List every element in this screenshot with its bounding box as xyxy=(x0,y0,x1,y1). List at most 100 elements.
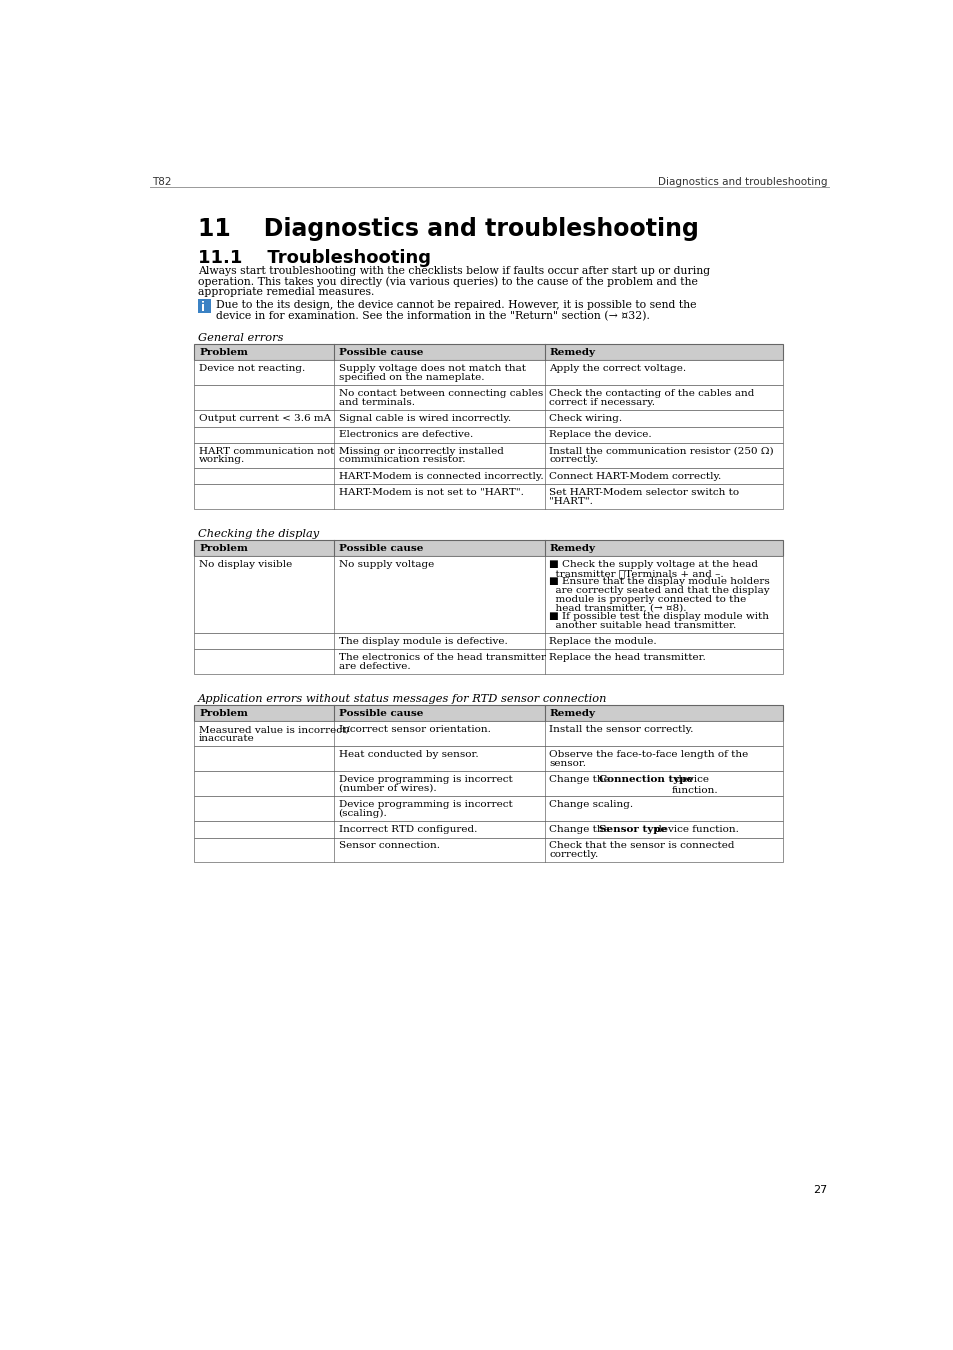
Bar xyxy=(194,344,782,360)
Text: Remedy: Remedy xyxy=(549,348,595,356)
Text: Replace the head transmitter.: Replace the head transmitter. xyxy=(549,653,705,663)
Text: are defective.: are defective. xyxy=(338,662,410,671)
Text: HART communication not: HART communication not xyxy=(199,447,335,456)
Text: ■ Check the supply voltage at the head: ■ Check the supply voltage at the head xyxy=(549,560,758,570)
Text: head transmitter, (→ ¤8).: head transmitter, (→ ¤8). xyxy=(549,603,686,613)
Text: Sensor type: Sensor type xyxy=(598,825,666,834)
Text: 11    Diagnostics and troubleshooting: 11 Diagnostics and troubleshooting xyxy=(198,217,699,242)
Text: Observe the face-to-face length of the: Observe the face-to-face length of the xyxy=(549,751,748,759)
Text: Remedy: Remedy xyxy=(549,544,595,554)
Text: sensor.: sensor. xyxy=(549,759,586,768)
Bar xyxy=(194,360,782,385)
Bar xyxy=(194,705,782,721)
Text: Measured value is incorrect/: Measured value is incorrect/ xyxy=(199,725,350,734)
Text: Check wiring.: Check wiring. xyxy=(549,414,622,423)
Text: Replace the device.: Replace the device. xyxy=(549,431,651,440)
Text: Problem: Problem xyxy=(199,709,248,718)
Text: Install the communication resistor (250 Ω): Install the communication resistor (250 … xyxy=(549,447,773,456)
Bar xyxy=(194,443,782,468)
Text: i: i xyxy=(201,301,205,315)
Text: Incorrect RTD configured.: Incorrect RTD configured. xyxy=(338,825,476,834)
Text: Check that the sensor is connected: Check that the sensor is connected xyxy=(549,841,734,850)
Text: Apply the correct voltage.: Apply the correct voltage. xyxy=(549,364,686,374)
Text: are correctly seated and that the display: are correctly seated and that the displa… xyxy=(549,586,769,595)
Text: Device programming is incorrect: Device programming is incorrect xyxy=(338,801,512,809)
Text: The electronics of the head transmitter: The electronics of the head transmitter xyxy=(338,653,545,663)
Text: No supply voltage: No supply voltage xyxy=(338,560,434,570)
Text: HART-Modem is not set to "HART".: HART-Modem is not set to "HART". xyxy=(338,489,523,497)
Text: Heat conducted by sensor.: Heat conducted by sensor. xyxy=(338,751,477,759)
Bar xyxy=(194,821,782,837)
Text: No contact between connecting cables: No contact between connecting cables xyxy=(338,389,542,398)
Text: ■ If possible test the display module with: ■ If possible test the display module wi… xyxy=(549,612,768,621)
Text: Signal cable is wired incorrectly.: Signal cable is wired incorrectly. xyxy=(338,414,510,423)
Text: No display visible: No display visible xyxy=(199,560,292,570)
Text: Output current < 3.6 mA: Output current < 3.6 mA xyxy=(199,414,331,423)
Text: device function.: device function. xyxy=(651,825,738,834)
Text: (number of wires).: (number of wires). xyxy=(338,784,436,792)
Bar xyxy=(194,427,782,443)
Text: correctly.: correctly. xyxy=(549,850,598,859)
Bar xyxy=(194,837,782,863)
Bar xyxy=(194,633,782,649)
Text: The display module is defective.: The display module is defective. xyxy=(338,637,507,645)
Text: operation. This takes you directly (via various queries) to the cause of the pro: operation. This takes you directly (via … xyxy=(198,277,698,288)
Text: transmitter ⓉTerminals + and –.: transmitter ⓉTerminals + and –. xyxy=(549,568,723,578)
Text: and terminals.: and terminals. xyxy=(338,398,415,406)
Text: correctly.: correctly. xyxy=(549,455,598,464)
Text: another suitable head transmitter.: another suitable head transmitter. xyxy=(549,621,736,629)
Text: Install the sensor correctly.: Install the sensor correctly. xyxy=(549,725,693,734)
Text: Remedy: Remedy xyxy=(549,709,595,718)
Text: Set HART-Modem selector switch to: Set HART-Modem selector switch to xyxy=(549,489,739,497)
Text: working.: working. xyxy=(199,455,245,464)
Text: Checking the display: Checking the display xyxy=(198,529,319,539)
Text: T82: T82 xyxy=(152,177,172,188)
Text: Diagnostics and troubleshooting: Diagnostics and troubleshooting xyxy=(658,177,827,188)
Bar xyxy=(194,771,782,796)
Text: Due to the its design, the device cannot be repaired. However, it is possible to: Due to the its design, the device cannot… xyxy=(216,300,696,310)
Bar xyxy=(194,485,782,509)
Bar xyxy=(194,796,782,821)
Text: device
function.: device function. xyxy=(671,775,718,795)
Text: Device not reacting.: Device not reacting. xyxy=(199,364,305,374)
Text: Incorrect sensor orientation.: Incorrect sensor orientation. xyxy=(338,725,490,734)
Bar xyxy=(194,468,782,485)
Text: Always start troubleshooting with the checklists below if faults occur after sta: Always start troubleshooting with the ch… xyxy=(198,266,710,275)
Text: "HART".: "HART". xyxy=(549,497,593,506)
Text: Check the contacting of the cables and: Check the contacting of the cables and xyxy=(549,389,754,398)
Bar xyxy=(194,385,782,410)
Text: (scaling).: (scaling). xyxy=(338,809,387,818)
Bar xyxy=(194,747,782,771)
Text: Possible cause: Possible cause xyxy=(338,544,422,554)
Text: Possible cause: Possible cause xyxy=(338,709,422,718)
Text: Sensor connection.: Sensor connection. xyxy=(338,841,439,850)
Text: device in for examination. See the information in the "Return" section (→ ¤32).: device in for examination. See the infor… xyxy=(216,310,649,321)
Text: module is properly connected to the: module is properly connected to the xyxy=(549,594,746,603)
Bar xyxy=(194,721,782,747)
Bar xyxy=(194,556,782,633)
Text: correct if necessary.: correct if necessary. xyxy=(549,398,655,406)
Text: appropriate remedial measures.: appropriate remedial measures. xyxy=(198,286,375,297)
Text: Supply voltage does not match that: Supply voltage does not match that xyxy=(338,364,525,374)
Text: specified on the nameplate.: specified on the nameplate. xyxy=(338,373,483,382)
Bar xyxy=(194,410,782,427)
Text: Replace the module.: Replace the module. xyxy=(549,637,657,645)
Bar xyxy=(194,540,782,556)
Text: Connection type: Connection type xyxy=(598,775,693,784)
Text: ■ Ensure that the display module holders: ■ Ensure that the display module holders xyxy=(549,578,769,586)
Text: Connect HART-Modem correctly.: Connect HART-Modem correctly. xyxy=(549,471,720,481)
Text: communication resistor.: communication resistor. xyxy=(338,455,465,464)
Text: Problem: Problem xyxy=(199,348,248,356)
Bar xyxy=(194,649,782,674)
Text: 27: 27 xyxy=(813,1184,827,1195)
Text: Change scaling.: Change scaling. xyxy=(549,801,633,809)
Text: Device programming is incorrect: Device programming is incorrect xyxy=(338,775,512,784)
Text: Change the: Change the xyxy=(549,775,613,784)
Bar xyxy=(198,300,212,313)
Text: Change the: Change the xyxy=(549,825,613,834)
Text: Missing or incorrectly installed: Missing or incorrectly installed xyxy=(338,447,503,456)
Text: Electronics are defective.: Electronics are defective. xyxy=(338,431,473,440)
Text: General errors: General errors xyxy=(198,333,283,343)
Text: Problem: Problem xyxy=(199,544,248,554)
Text: Application errors without status messages for RTD sensor connection: Application errors without status messag… xyxy=(198,694,607,705)
